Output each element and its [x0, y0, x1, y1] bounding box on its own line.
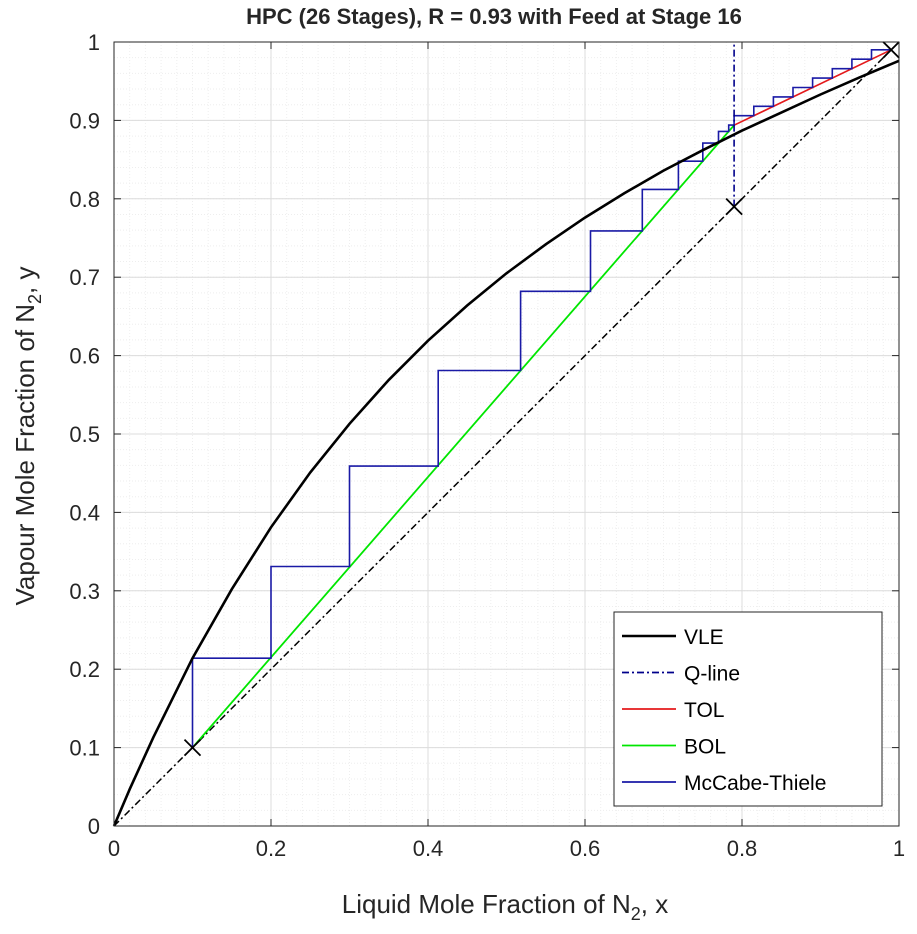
y-tick-label: 0.1	[69, 736, 100, 761]
x-axis-label: Liquid Mole Fraction of N2, x	[342, 889, 669, 924]
x-tick-label: 0.6	[570, 836, 601, 861]
legend-item: Q-line	[622, 663, 740, 686]
series-mccabe-thiele	[191, 48, 892, 748]
y-tick-label: 1	[88, 30, 100, 55]
legend-label: TOL	[684, 699, 724, 722]
legend-label: VLE	[684, 626, 724, 649]
x-tick-label: 1	[893, 836, 905, 861]
diagonal-line-path	[113, 41, 900, 827]
legend-item: BOL	[622, 736, 726, 759]
legend-item: TOL	[622, 699, 724, 722]
x-marker	[882, 41, 900, 59]
ticks-layer: 0 0.2 0.4 0.6 0.8 1 0 0.1 0.2 0.3 0.4 0.5 0.6 0.7 0.8 0…	[69, 30, 905, 861]
y-tick-label: 0.4	[69, 500, 100, 525]
y-tick-label: 0.9	[69, 108, 100, 133]
series-vle	[112, 59, 900, 827]
series-bol	[191, 124, 735, 749]
legend-item: McCabe-Thiele	[622, 772, 826, 795]
marker-layer	[183, 41, 900, 757]
y-tick-label: 0.2	[69, 657, 100, 682]
y-tick-label: 0.3	[69, 579, 100, 604]
legend-label: McCabe-Thiele	[684, 772, 826, 795]
legend: VLE Q-line TOL BOL McCabe-Thiele	[613, 611, 883, 807]
y-tick-label: 0	[88, 814, 100, 839]
y-tick-label: 0.7	[69, 265, 100, 290]
x-tick-label: 0.4	[413, 836, 444, 861]
x-marker	[183, 738, 202, 757]
x-tick-label: 0.8	[727, 836, 758, 861]
y-tick-label: 0.6	[69, 344, 100, 369]
y-tick-label: 0.5	[69, 422, 100, 447]
y-tick-label: 0.8	[69, 187, 100, 212]
legend-label: BOL	[684, 736, 726, 759]
diagonal-line	[113, 41, 900, 827]
series-layer	[112, 42, 900, 827]
y-axis-label: Vapour Mole Fraction of N2, y	[10, 266, 45, 605]
legend-item: VLE	[622, 626, 724, 649]
legend-label: Q-line	[684, 663, 740, 686]
x-tick-label: 0	[108, 836, 120, 861]
chart-title: HPC (26 Stages), R = 0.93 with Feed at S…	[246, 4, 742, 29]
x-marker	[725, 198, 743, 216]
x-tick-label: 0.2	[256, 836, 287, 861]
